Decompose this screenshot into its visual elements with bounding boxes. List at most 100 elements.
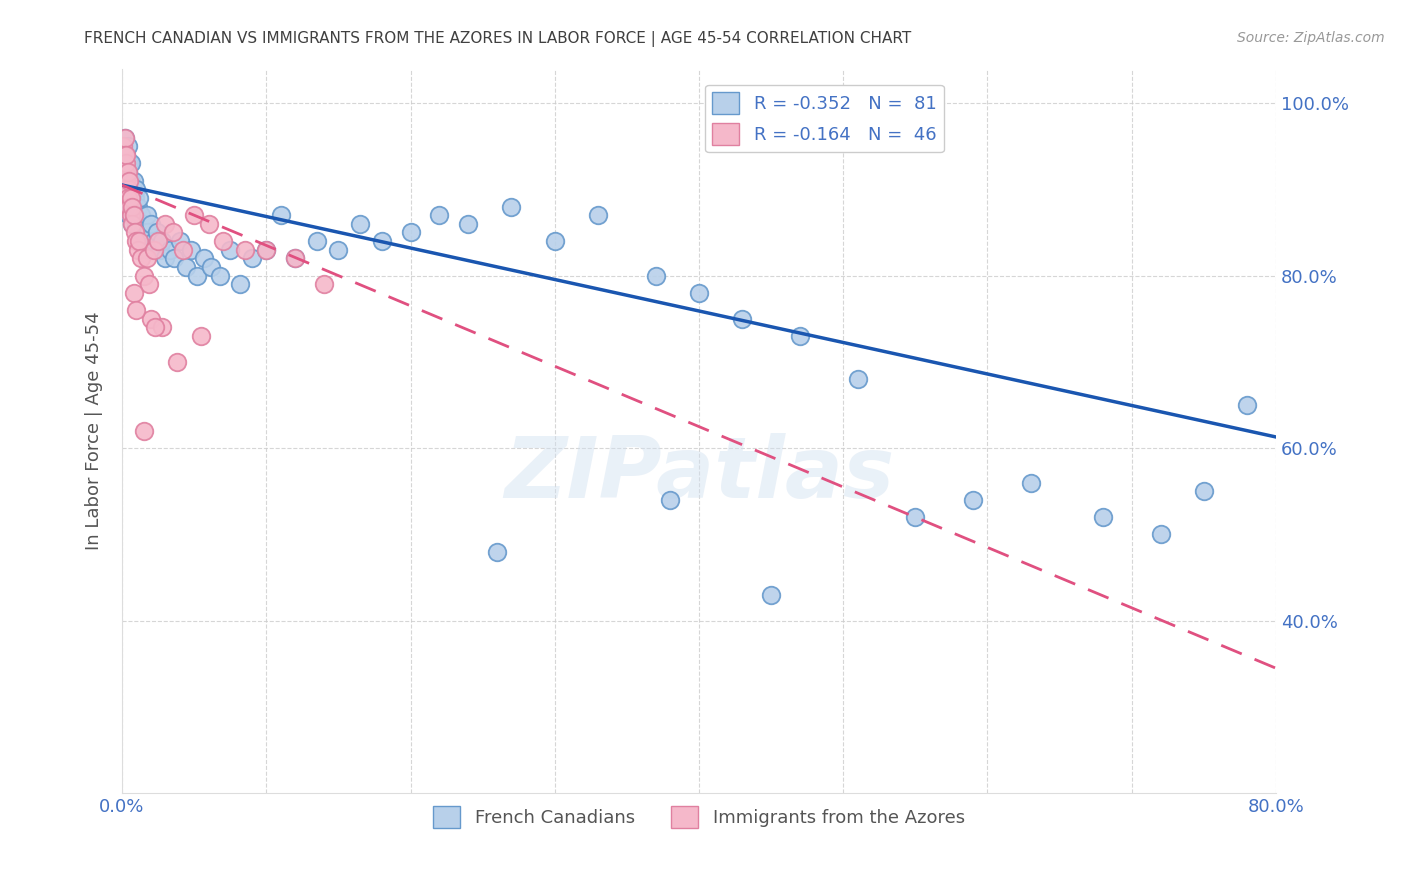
- Point: [789, 329, 811, 343]
- Point: [305, 234, 328, 248]
- Point: [121, 217, 143, 231]
- Point: [132, 424, 155, 438]
- Point: [120, 200, 142, 214]
- Point: [146, 234, 169, 248]
- Point: [129, 208, 152, 222]
- Point: [148, 243, 170, 257]
- Point: [136, 226, 159, 240]
- Point: [586, 208, 609, 222]
- Point: [122, 285, 145, 300]
- Point: [152, 234, 174, 248]
- Point: [115, 148, 138, 162]
- Point: [115, 174, 138, 188]
- Point: [125, 234, 148, 248]
- Point: [1091, 510, 1114, 524]
- Point: [174, 260, 197, 274]
- Legend: French Canadians, Immigrants from the Azores: French Canadians, Immigrants from the Az…: [426, 798, 972, 835]
- Point: [121, 200, 143, 214]
- Point: [112, 139, 135, 153]
- Point: [120, 156, 142, 170]
- Point: [163, 252, 186, 266]
- Point: [169, 234, 191, 248]
- Point: [117, 139, 139, 153]
- Point: [131, 226, 153, 240]
- Point: [759, 588, 782, 602]
- Point: [121, 217, 143, 231]
- Point: [112, 139, 135, 153]
- Point: [114, 148, 136, 162]
- Text: ZIPatlas: ZIPatlas: [503, 433, 894, 516]
- Point: [127, 243, 149, 257]
- Point: [114, 130, 136, 145]
- Point: [129, 252, 152, 266]
- Point: [138, 243, 160, 257]
- Point: [349, 217, 371, 231]
- Point: [209, 268, 232, 283]
- Point: [135, 252, 157, 266]
- Point: [212, 234, 235, 248]
- Point: [159, 243, 181, 257]
- Point: [155, 252, 177, 266]
- Point: [183, 208, 205, 222]
- Point: [162, 226, 184, 240]
- Point: [128, 234, 150, 248]
- Point: [125, 217, 148, 231]
- Point: [128, 217, 150, 231]
- Point: [1149, 527, 1171, 541]
- Point: [122, 174, 145, 188]
- Point: [644, 268, 666, 283]
- Point: [114, 182, 136, 196]
- Point: [254, 243, 277, 257]
- Point: [193, 252, 215, 266]
- Text: FRENCH CANADIAN VS IMMIGRANTS FROM THE AZORES IN LABOR FORCE | AGE 45-54 CORRELA: FRENCH CANADIAN VS IMMIGRANTS FROM THE A…: [84, 31, 911, 47]
- Point: [115, 200, 138, 214]
- Point: [142, 243, 165, 257]
- Point: [122, 200, 145, 214]
- Point: [132, 268, 155, 283]
- Point: [904, 510, 927, 524]
- Point: [155, 217, 177, 231]
- Point: [731, 311, 754, 326]
- Point: [166, 355, 188, 369]
- Point: [254, 243, 277, 257]
- Point: [118, 191, 141, 205]
- Point: [138, 277, 160, 292]
- Point: [544, 234, 567, 248]
- Point: [135, 208, 157, 222]
- Point: [115, 174, 138, 188]
- Point: [186, 268, 208, 283]
- Point: [120, 191, 142, 205]
- Point: [427, 208, 450, 222]
- Point: [122, 208, 145, 222]
- Point: [270, 208, 292, 222]
- Point: [370, 234, 392, 248]
- Point: [962, 492, 984, 507]
- Point: [124, 208, 146, 222]
- Point: [152, 320, 174, 334]
- Point: [134, 234, 156, 248]
- Point: [139, 217, 162, 231]
- Point: [284, 252, 307, 266]
- Point: [180, 243, 202, 257]
- Point: [501, 200, 523, 214]
- Point: [124, 226, 146, 240]
- Point: [233, 243, 256, 257]
- Point: [117, 165, 139, 179]
- Point: [114, 156, 136, 170]
- Point: [117, 165, 139, 179]
- Point: [145, 226, 167, 240]
- Point: [125, 303, 148, 318]
- Point: [328, 243, 350, 257]
- Point: [124, 191, 146, 205]
- Point: [1019, 475, 1042, 490]
- Point: [118, 208, 141, 222]
- Point: [112, 165, 135, 179]
- Point: [312, 277, 335, 292]
- Point: [120, 174, 142, 188]
- Point: [486, 545, 509, 559]
- Point: [115, 156, 138, 170]
- Point: [284, 252, 307, 266]
- Point: [219, 243, 242, 257]
- Point: [1192, 484, 1215, 499]
- Point: [172, 243, 194, 257]
